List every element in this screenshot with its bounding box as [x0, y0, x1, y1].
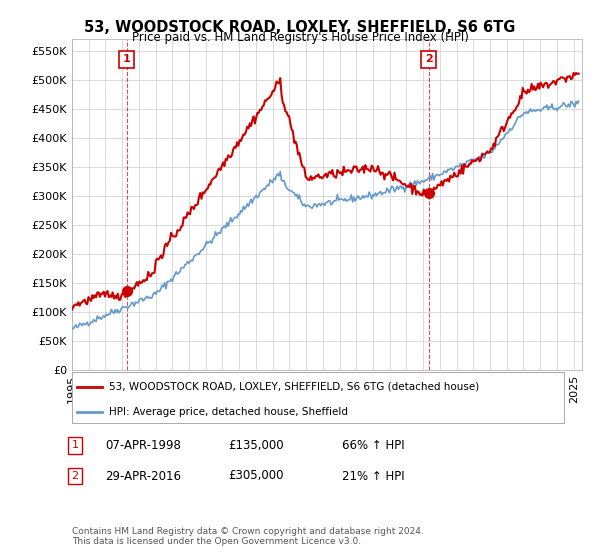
Text: £305,000: £305,000: [228, 469, 284, 483]
Text: 2: 2: [425, 54, 433, 64]
Text: 07-APR-1998: 07-APR-1998: [105, 438, 181, 452]
Text: Price paid vs. HM Land Registry's House Price Index (HPI): Price paid vs. HM Land Registry's House …: [131, 31, 469, 44]
Text: 1: 1: [123, 54, 131, 64]
Text: 53, WOODSTOCK ROAD, LOXLEY, SHEFFIELD, S6 6TG (detached house): 53, WOODSTOCK ROAD, LOXLEY, SHEFFIELD, S…: [109, 381, 479, 391]
Text: £135,000: £135,000: [228, 438, 284, 452]
Text: 21% ↑ HPI: 21% ↑ HPI: [342, 469, 404, 483]
Text: 2: 2: [71, 471, 79, 481]
Text: 53, WOODSTOCK ROAD, LOXLEY, SHEFFIELD, S6 6TG: 53, WOODSTOCK ROAD, LOXLEY, SHEFFIELD, S…: [85, 20, 515, 35]
Text: 1: 1: [71, 440, 79, 450]
Text: HPI: Average price, detached house, Sheffield: HPI: Average price, detached house, Shef…: [109, 407, 348, 417]
Text: 29-APR-2016: 29-APR-2016: [105, 469, 181, 483]
Text: 66% ↑ HPI: 66% ↑ HPI: [342, 438, 404, 452]
Text: Contains HM Land Registry data © Crown copyright and database right 2024.
This d: Contains HM Land Registry data © Crown c…: [72, 526, 424, 546]
